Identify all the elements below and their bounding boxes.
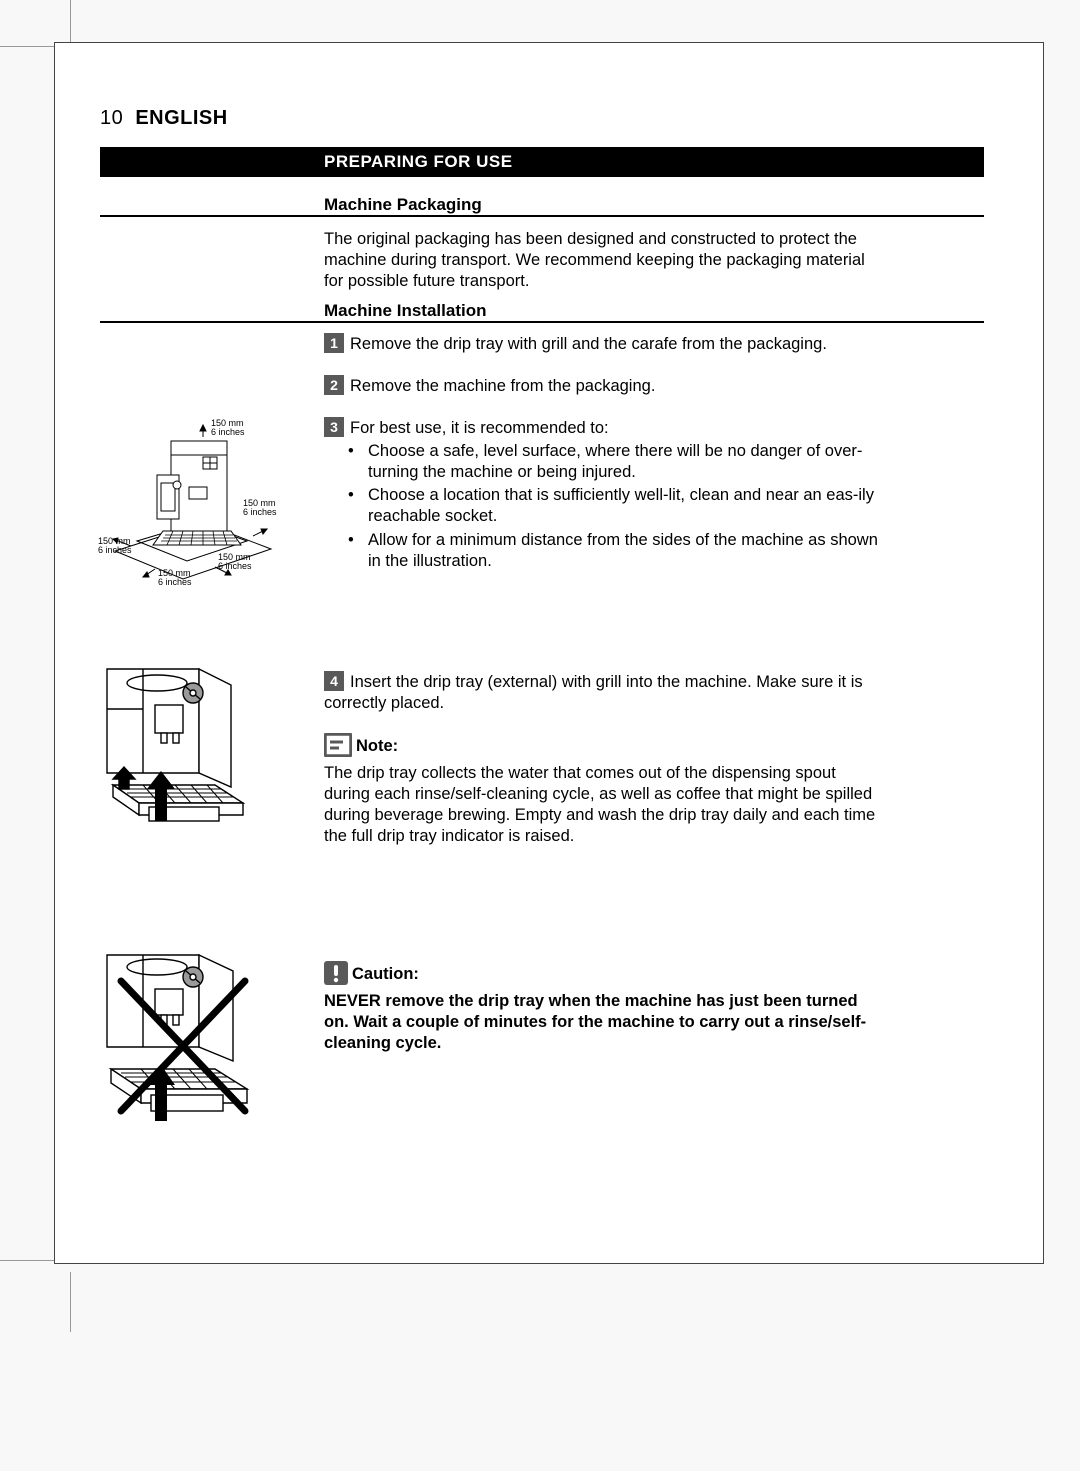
- dim-label: 150 mm6 inches: [98, 537, 132, 556]
- step-1-text: Remove the drip tray with grill and the …: [350, 335, 827, 353]
- drip-tray-insert-diagram: [103, 665, 283, 835]
- machine-clearance-diagram: 150 mm6 inches 150 mm6 inches 150 mm6 in…: [103, 419, 283, 589]
- step-badge: 4: [324, 671, 344, 691]
- bullet: Choose a safe, level surface, where ther…: [368, 441, 884, 483]
- caution-body: NEVER remove the drip tray when the mach…: [324, 991, 884, 1054]
- step-2-text: Remove the machine from the packaging.: [350, 377, 655, 395]
- step-1: 1 Remove the drip tray with grill and the…: [324, 333, 884, 355]
- step-3: 3 For best use, it is recommended to: Cho…: [324, 417, 884, 574]
- bullet: Choose a location that is sufficiently w…: [368, 485, 884, 527]
- subheading-installation: Machine Installation: [324, 300, 884, 322]
- drip-tray-remove-warning-diagram: [103, 951, 283, 1131]
- crop-mark: [0, 1260, 60, 1261]
- step-badge: 3: [324, 417, 344, 437]
- dim-label: 150 mm6 inches: [218, 553, 252, 572]
- note-body: The drip tray collects the water that co…: [324, 763, 884, 847]
- step-3-bullets: Choose a safe, level surface, where ther…: [324, 441, 884, 572]
- caution-block: Caution: NEVER remove the drip tray when…: [324, 961, 884, 1054]
- caution-icon: [324, 961, 348, 991]
- crop-mark: [70, 1272, 71, 1332]
- packaging-body: The original packaging has been designed…: [324, 229, 884, 292]
- section-title-bar: PREPARING FOR USE: [100, 147, 984, 177]
- note-label: Note:: [356, 737, 398, 755]
- dim-label: 150 mm6 inches: [158, 569, 192, 588]
- page-header: 10 ENGLISH: [100, 107, 228, 130]
- dim-label: 150 mm6 inches: [211, 419, 245, 438]
- page-number: 10: [100, 107, 123, 129]
- step-4-text: Insert the drip tray (external) with gri…: [324, 673, 863, 712]
- crop-mark: [0, 46, 60, 47]
- note-icon: [324, 733, 352, 763]
- page-language: ENGLISH: [135, 107, 227, 129]
- step-4: 4Insert the drip tray (external) with gr…: [324, 671, 884, 714]
- step-3-lead: For best use, it is recommended to:: [350, 419, 609, 437]
- subheading-packaging: Machine Packaging: [324, 194, 884, 216]
- section-title: PREPARING FOR USE: [324, 152, 513, 171]
- dim-label: 150 mm6 inches: [243, 499, 277, 518]
- step-2: 2 Remove the machine from the packaging.: [324, 375, 884, 397]
- caution-label: Caution:: [352, 965, 419, 983]
- bullet: Allow for a minimum distance from the si…: [368, 530, 884, 572]
- note-block: Note: The drip tray collects the water t…: [324, 733, 884, 848]
- step-badge: 1: [324, 333, 344, 353]
- page-frame: 10 ENGLISH PREPARING FOR USE Machine Pac…: [54, 42, 1044, 1264]
- step-badge: 2: [324, 375, 344, 395]
